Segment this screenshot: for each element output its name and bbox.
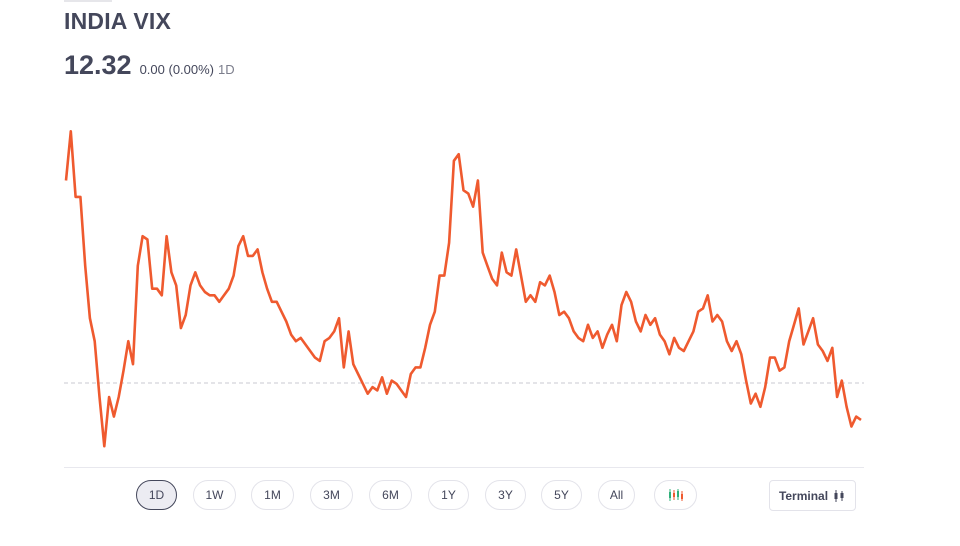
price-row: 12.32 0.00 (0.00%) 1D [64,50,235,81]
chart-baseline [64,467,864,468]
terminal-button[interactable]: Terminal [769,480,856,511]
price-change: 0.00 (0.00%) [139,62,215,77]
range-button-all[interactable]: All [598,480,635,510]
range-button-3y[interactable]: 3Y [485,480,526,510]
candlestick-icon [668,489,683,501]
range-button-1y[interactable]: 1Y [428,480,469,510]
index-title: INDIA VIX [64,8,172,34]
current-price: 12.32 [64,50,132,80]
range-button-1w[interactable]: 1W [193,480,236,510]
range-button-5y[interactable]: 5Y [541,480,582,510]
vix-price-line [64,130,862,448]
change-period: 1D [218,62,235,77]
top-divider [64,0,112,2]
candlestick-chart-toggle[interactable] [654,480,697,510]
candles-icon [833,489,846,503]
range-button-6m[interactable]: 6M [369,480,412,510]
price-series [64,130,862,448]
terminal-label: Terminal [778,488,829,503]
range-button-3m[interactable]: 3M [310,480,353,510]
range-button-1d[interactable]: 1D [136,480,177,510]
range-button-1m[interactable]: 1M [251,480,294,510]
